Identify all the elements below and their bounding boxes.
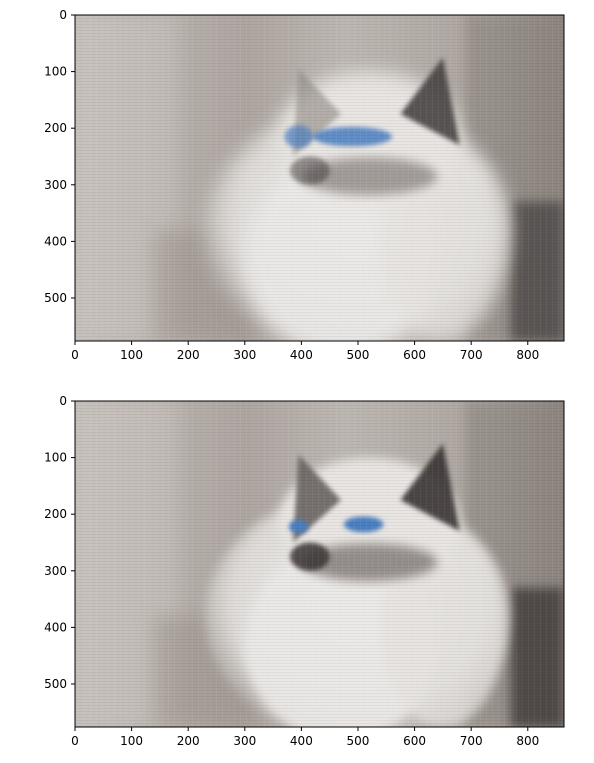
x-tick-label: 500 — [347, 734, 370, 748]
axes-panel-2: 0 100 200 300 400 500 600 700 800 0 100 200 300 400 50… — [44, 394, 565, 748]
x-tick-label: 0 — [71, 348, 79, 362]
x-tick-label: 200 — [177, 734, 200, 748]
y-tick-label: 100 — [44, 65, 67, 79]
y-tick-label: 300 — [44, 178, 67, 192]
x-tick-label: 300 — [233, 734, 256, 748]
x-tick-label: 700 — [460, 734, 483, 748]
y-tick-label: 500 — [44, 677, 67, 691]
x-tick-label: 100 — [120, 734, 143, 748]
x-tick-label: 600 — [403, 734, 426, 748]
x-tick-label: 800 — [516, 348, 539, 362]
x-tick-label: 700 — [460, 348, 483, 362]
x-tick-label: 200 — [177, 348, 200, 362]
y-tick-label: 400 — [44, 620, 67, 634]
axes-panel-1: 0 100 200 300 400 500 600 700 800 0 100 200 300 400 50… — [44, 8, 565, 362]
y-tick-label: 500 — [44, 291, 67, 305]
x-tick-label: 600 — [403, 348, 426, 362]
cat-image-1 — [75, 15, 564, 341]
x-tick-label: 300 — [233, 348, 256, 362]
axes-frame — [74, 400, 565, 728]
y-tick-label: 0 — [59, 394, 67, 408]
y-tick-label: 400 — [44, 234, 67, 248]
y-tick-label: 100 — [44, 451, 67, 465]
x-tick-label: 500 — [347, 348, 370, 362]
y-tick-label: 200 — [44, 121, 67, 135]
x-tick-label: 100 — [120, 348, 143, 362]
axes-frame — [74, 14, 565, 342]
y-tick-label: 300 — [44, 564, 67, 578]
x-tick-label: 800 — [516, 734, 539, 748]
y-tick-label: 200 — [44, 507, 67, 521]
x-tick-label: 400 — [290, 348, 313, 362]
cat-image-2 — [75, 401, 564, 727]
x-tick-label: 400 — [290, 734, 313, 748]
y-tick-label: 0 — [59, 8, 67, 22]
x-tick-label: 0 — [71, 734, 79, 748]
